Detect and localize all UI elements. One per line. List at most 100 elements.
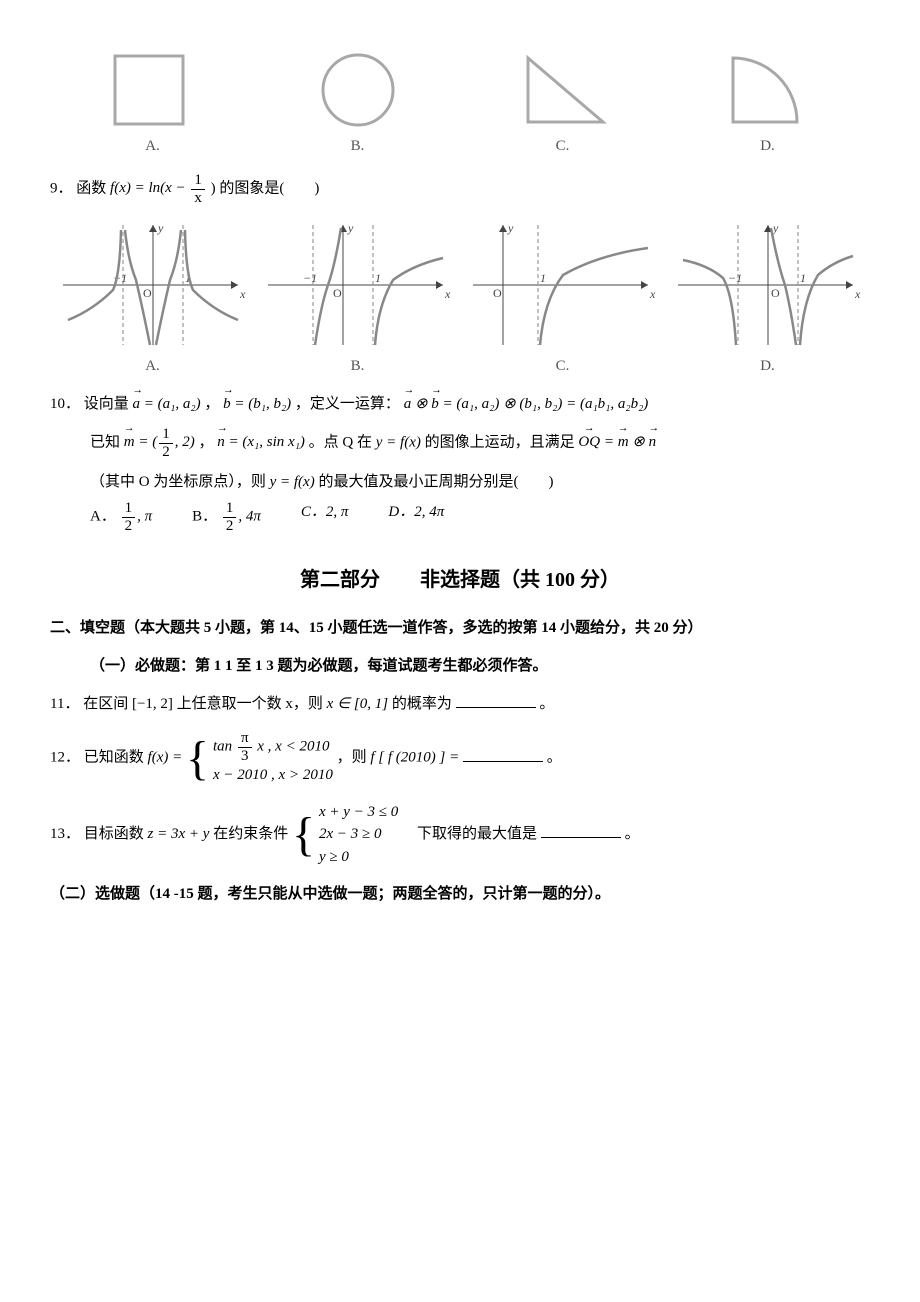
svg-text:O: O	[333, 286, 342, 300]
q10-number: 10．	[50, 396, 80, 412]
q10-opt-c: C．2, π	[301, 500, 349, 534]
graph-label-c: C.	[460, 354, 665, 378]
q13-a: 目标函数	[84, 826, 148, 842]
q10-b-den: 2	[223, 518, 237, 535]
subsection-1: （一）必做题：第 1 1 至 1 3 题为必做题，每道试题考生都必须作答。	[90, 654, 870, 678]
q13-cases: { x + y − 3 ≤ 0 2x − 3 ≥ 0 y ≥ 0	[292, 801, 398, 869]
svg-text:y: y	[347, 221, 354, 235]
q9-fx: f(x) = ln(x −	[110, 180, 189, 196]
q12-number: 12．	[50, 750, 80, 766]
q10-a-rest: , π	[137, 508, 152, 524]
vec-m: m	[124, 430, 135, 454]
vec-b: b	[223, 392, 231, 416]
triangle-icon	[513, 50, 613, 130]
q13-r2: 2x − 3 ≥ 0	[319, 823, 398, 846]
svg-text:1: 1	[800, 271, 806, 285]
q11-b: x ∈ [0, 1]	[327, 696, 388, 712]
q10-yfx-2: y = f(x)	[270, 474, 315, 490]
svg-text:x: x	[854, 287, 861, 301]
graph-label-d: D.	[665, 354, 870, 378]
q10-l1b: ，定义一运算：	[295, 396, 400, 412]
shape-option-c: C.	[460, 50, 665, 158]
q10-b-num: 1	[223, 500, 237, 518]
question-13: 13． 目标函数 z = 3x + y 在约束条件 { x + y − 3 ≤ …	[50, 801, 870, 869]
q12-r1a: tan	[213, 738, 236, 754]
shape-label-b: B.	[255, 134, 460, 158]
shape-label-c: C.	[460, 134, 665, 158]
graph-a: xy O −11	[58, 220, 248, 350]
svg-text:−1: −1	[303, 271, 317, 285]
svg-text:O: O	[493, 286, 502, 300]
q9-graph-options: xy O −11 A. xy O −11 B.	[50, 220, 870, 378]
graph-c: x y O 1	[468, 220, 658, 350]
question-9: 9． 函数 f(x) = ln(x − 1x ) 的图象是( )	[50, 172, 870, 206]
svg-text:O: O	[143, 286, 152, 300]
q12-c: 。	[547, 750, 562, 766]
q9-text-pre: 函数	[76, 180, 110, 196]
q9-frac-num: 1	[191, 172, 205, 190]
q10-m-num: 1	[159, 426, 173, 444]
q12-r1b: x , x < 2010	[254, 738, 330, 754]
graph-d: xy O −11	[673, 220, 863, 350]
q10-l1a: 设向量	[84, 396, 133, 412]
q13-c: 下取得的最大值是	[402, 826, 541, 842]
q13-b: 在约束条件	[213, 826, 292, 842]
question-11: 11． 在区间 [−1, 2] 上任意取一个数 x，则 x ∈ [0, 1] 的…	[50, 692, 870, 716]
q12-expr: f [ f (2010) ] =	[370, 750, 463, 766]
q9-text-post: ) 的图象是( )	[211, 180, 320, 196]
q12-blank	[463, 746, 543, 762]
section-2-heading: 第二部分 非选择题（共 100 分）	[50, 564, 870, 596]
q10-a-num: 1	[122, 500, 136, 518]
q11-c: 的概率为	[392, 696, 456, 712]
svg-text:x: x	[239, 287, 246, 301]
q11-number: 11．	[50, 696, 79, 712]
vec-oq: OQ	[578, 430, 600, 454]
q10-options: A． 12, π B． 12, 4π C．2, π D．2, 4π	[90, 500, 870, 534]
q9-frac-den: x	[191, 190, 205, 207]
q10-opt-b: B． 12, 4π	[192, 500, 261, 534]
q10-b-label: B．	[192, 508, 217, 524]
svg-text:−1: −1	[728, 271, 742, 285]
q10-l2a: 已知	[90, 434, 124, 450]
svg-text:1: 1	[375, 271, 381, 285]
q13-blank	[541, 822, 621, 838]
graph-option-b: xy O −11 B.	[255, 220, 460, 378]
q10-l3b: 的最大值及最小正周期分别是( )	[318, 474, 553, 490]
q10-sep1: ，	[204, 396, 219, 412]
graph-option-c: x y O 1 C.	[460, 220, 665, 378]
svg-text:1: 1	[540, 271, 546, 285]
vec-a: a	[133, 392, 141, 416]
q8-shape-options: A. B. C. D.	[50, 50, 870, 158]
q12-r2: x − 2010 , x > 2010	[213, 764, 333, 787]
q10-m-den: 2	[159, 444, 173, 461]
q11-a: 在区间 [−1, 2] 上任意取一个数 x，则	[83, 696, 326, 712]
q10-l2b: 。点 Q 在	[309, 434, 376, 450]
shape-label-d: D.	[665, 134, 870, 158]
q12-fx: f(x) =	[148, 750, 186, 766]
q10-yfx: y = f(x)	[376, 434, 421, 450]
q12-a: 已知函数	[84, 750, 148, 766]
q13-number: 13．	[50, 826, 80, 842]
circle-icon	[308, 50, 408, 130]
q9-number: 9．	[50, 180, 73, 196]
svg-text:x: x	[649, 287, 656, 301]
square-icon	[103, 50, 203, 130]
q12-r1-num: π	[238, 730, 252, 748]
q10-opt-d: D．2, 4π	[388, 500, 444, 534]
shape-option-a: A.	[50, 50, 255, 158]
svg-text:y: y	[157, 221, 164, 235]
q13-d: 。	[625, 826, 640, 842]
q13-r1: x + y − 3 ≤ 0	[319, 801, 398, 824]
shape-option-b: B.	[255, 50, 460, 158]
question-12: 12． 已知函数 f(x) = { tan π3 x , x < 2010 x …	[50, 730, 870, 787]
svg-text:y: y	[507, 221, 514, 235]
q13-z: z = 3x + y	[148, 826, 210, 842]
q10-l2c: 的图像上运动，且满足	[425, 434, 579, 450]
part2-heading: 二、填空题（本大题共 5 小题，第 14、15 小题任选一道作答，多选的按第 1…	[50, 616, 870, 640]
q11-blank	[456, 692, 536, 708]
svg-text:x: x	[444, 287, 451, 301]
q10-sep2: ，	[198, 434, 213, 450]
q10-b-rest: , 4π	[238, 508, 261, 524]
quarter-circle-icon	[718, 50, 818, 130]
subsection-2: （二）选做题（14 -15 题，考生只能从中选做一题；两题全答的，只计第一题的分…	[50, 882, 870, 906]
